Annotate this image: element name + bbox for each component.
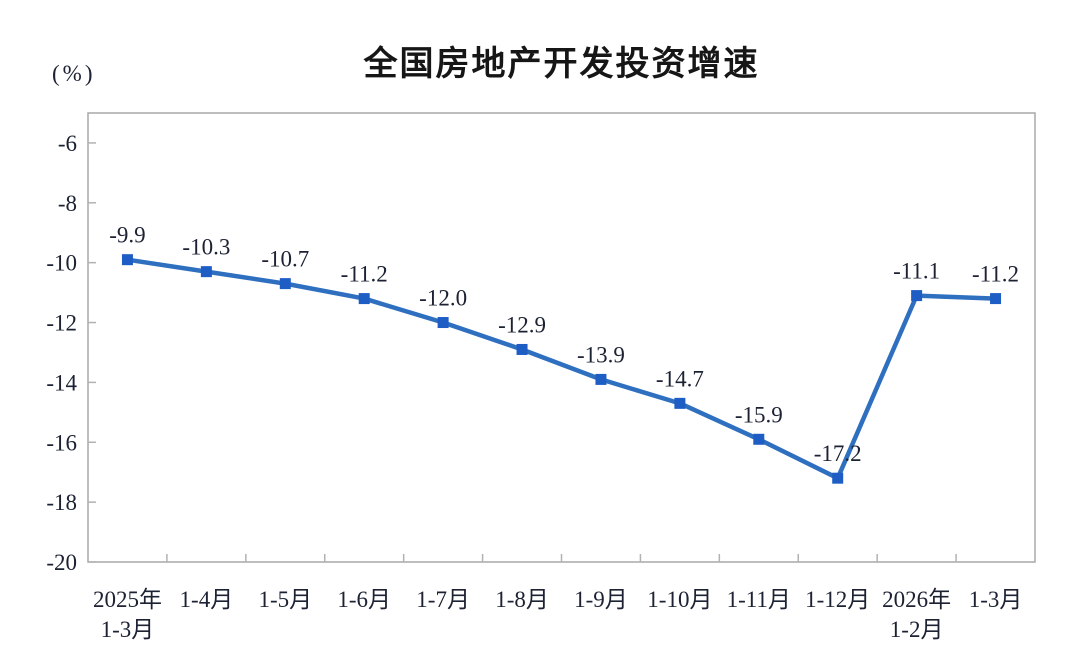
x-tick-label: 1-7月 xyxy=(416,587,470,612)
x-tick-label: 1-11月 xyxy=(727,587,791,612)
data-point-label: -11.1 xyxy=(893,259,940,284)
x-tick-label: 1-12月 xyxy=(805,587,870,612)
x-tick-label: 1-6月 xyxy=(337,587,391,612)
y-tick-label: -18 xyxy=(46,490,77,515)
data-point-label: -15.9 xyxy=(735,402,783,427)
data-point-marker xyxy=(516,343,528,355)
y-tick-label: -14 xyxy=(46,370,77,395)
x-tick-label: 1-10月 xyxy=(647,587,712,612)
data-point-marker xyxy=(911,290,923,302)
data-point-label: -11.2 xyxy=(972,262,1019,287)
series-line xyxy=(125,257,998,481)
data-point-marker xyxy=(358,293,370,305)
x-tick-label: 2025年 1-3月 xyxy=(93,587,162,642)
data-point-marker xyxy=(279,278,291,290)
y-tick-label: -8 xyxy=(58,191,77,216)
y-axis-unit-label: (%) xyxy=(52,61,96,86)
data-point-label: -10.3 xyxy=(182,235,230,260)
data-point-marker xyxy=(753,433,765,445)
plot-frame xyxy=(87,112,1036,563)
data-point-label: -12.9 xyxy=(498,312,546,337)
data-point-label: -11.2 xyxy=(341,262,388,287)
x-tick-label: 1-8月 xyxy=(495,587,549,612)
data-point-marker xyxy=(437,317,449,329)
data-point-marker xyxy=(832,472,844,484)
x-tick-label: 2026年 1-2月 xyxy=(882,587,951,642)
data-point-marker xyxy=(674,397,686,409)
data-point-label: -9.9 xyxy=(109,223,145,248)
data-point-label: -14.7 xyxy=(656,366,704,391)
y-tick-label: -6 xyxy=(58,131,77,156)
data-point-label: -17.2 xyxy=(814,441,862,466)
data-point-marker xyxy=(595,373,607,385)
x-tick-label: 1-9月 xyxy=(574,587,628,612)
data-point-marker xyxy=(990,293,1002,305)
data-point-label: -12.0 xyxy=(419,286,467,311)
x-tick-label: 1-4月 xyxy=(180,587,234,612)
y-tick-label: -12 xyxy=(46,311,77,336)
y-tick-label: -10 xyxy=(46,251,77,276)
data-point-label: -10.7 xyxy=(261,247,309,272)
chart-title: 全国房地产开发投资增速 xyxy=(363,45,760,83)
x-tick-label: 1-3月 xyxy=(969,587,1023,612)
data-point-marker xyxy=(200,266,212,278)
data-point-label: -13.9 xyxy=(577,342,625,367)
x-tick-label: 1-5月 xyxy=(258,587,312,612)
y-tick-label: -20 xyxy=(46,550,77,575)
y-tick-label: -16 xyxy=(46,430,77,455)
data-point-marker xyxy=(121,254,133,266)
